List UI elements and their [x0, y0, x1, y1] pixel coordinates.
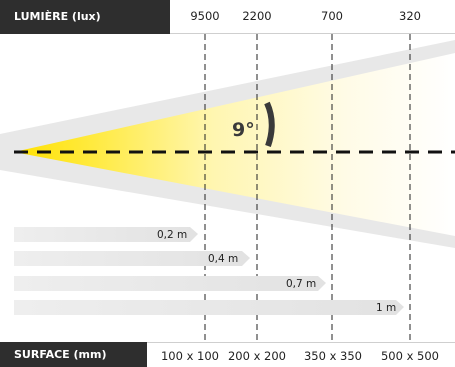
beam-light-cone [14, 53, 455, 236]
distance-label-4: 1 m [376, 302, 396, 314]
surface-footer-label: SURFACE (mm) [0, 342, 147, 367]
distance-label-3: 0,7 m [286, 278, 316, 290]
surface-footer: SURFACE (mm) [0, 342, 455, 367]
surface-value-4: 500 x 500 [380, 349, 440, 363]
surface-value-2: 200 x 200 [227, 349, 287, 363]
surface-value-1: 100 x 100 [160, 349, 220, 363]
header-divider [170, 33, 455, 34]
light-header-label: LUMIÈRE (lux) [0, 0, 170, 34]
footer-divider [147, 342, 455, 343]
distance-label-1: 0,2 m [157, 229, 187, 241]
lux-value-1: 9500 [190, 9, 220, 23]
distance-arrow-3 [14, 276, 326, 291]
angle-label: 9° [232, 119, 255, 141]
distance-arrow-2 [14, 251, 250, 266]
lux-value-2: 2200 [242, 9, 272, 23]
distance-arrow-1 [14, 227, 198, 242]
lux-value-4: 320 [399, 9, 421, 23]
angle-arc [264, 101, 275, 147]
distance-label-2: 0,4 m [208, 253, 238, 265]
lux-value-3: 700 [321, 9, 343, 23]
surface-value-3: 350 x 350 [303, 349, 363, 363]
light-header: LUMIÈRE (lux) 9500 2200 700 320 [0, 0, 455, 34]
distance-arrow-4 [14, 300, 404, 315]
